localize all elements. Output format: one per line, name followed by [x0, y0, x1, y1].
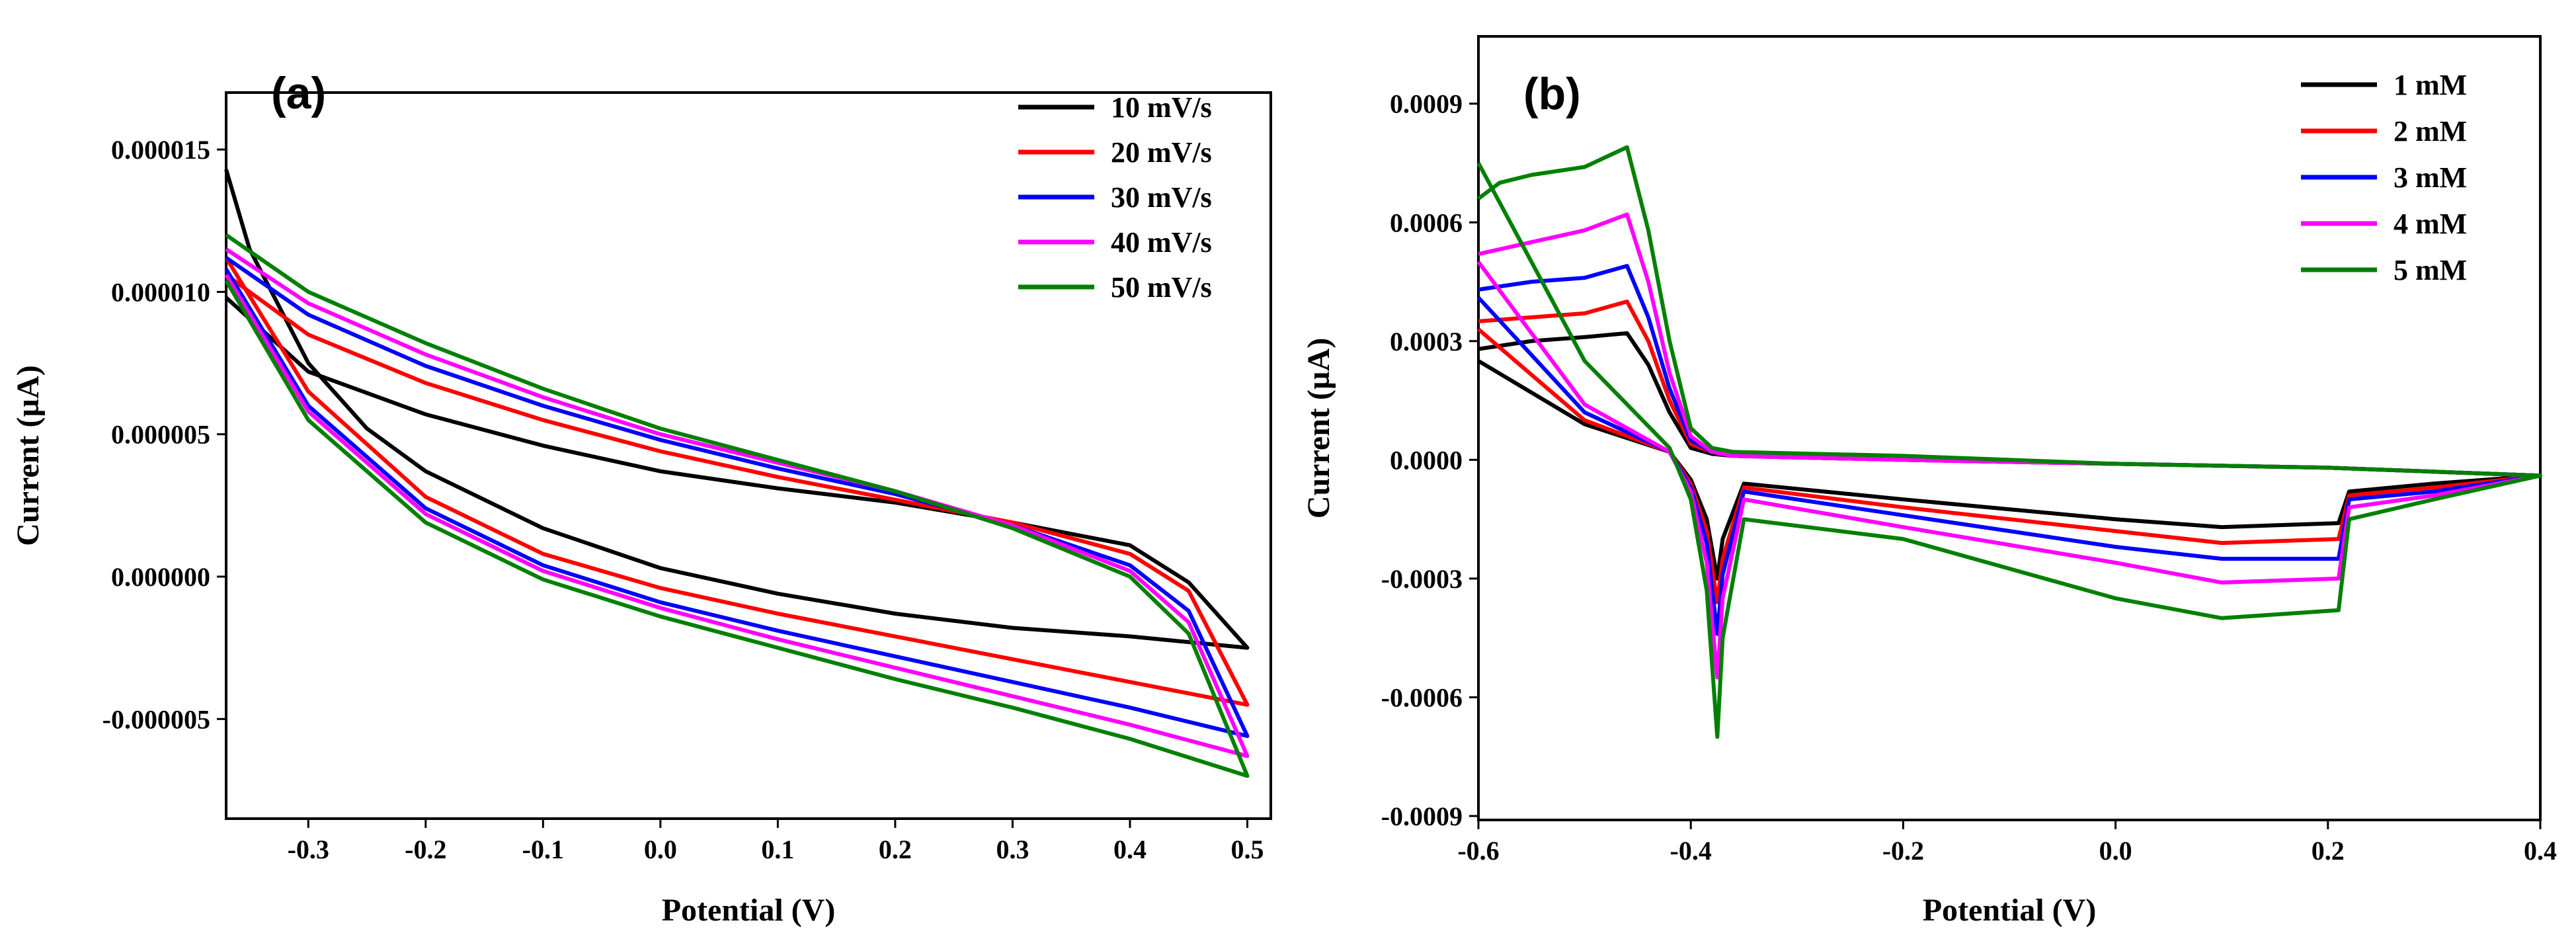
panel-label-b: (b)	[1523, 69, 1581, 119]
series-line	[1476, 212, 2542, 680]
y-tick-label: 0.0003	[1390, 327, 1463, 356]
plot-frame-a	[225, 91, 1272, 820]
x-tick-label: -0.2	[1882, 836, 1924, 866]
y-tick-label: 0.0000	[1390, 445, 1463, 475]
y-tick-label: 0.0006	[1390, 208, 1463, 237]
x-axis-label-b: Potential (V)	[1923, 893, 2097, 928]
x-tick-label: 0.4	[2524, 836, 2557, 866]
y-tick-label: 0.000005	[111, 420, 210, 450]
x-tick-label: -0.4	[1670, 836, 1712, 866]
series-line	[1477, 331, 2542, 581]
chart-panel-a: -0.3 -0.2 -0.1 0.0 0.1 0.2 0.3 0.4 0.5 0.000015 0.…	[11, 68, 1272, 928]
x-tick-label: -0.2	[405, 835, 446, 864]
legend-entry-label: 10 mV/s	[1111, 91, 1212, 124]
x-tick-label: 0.3	[996, 835, 1029, 864]
legend-entry-label: 3 mM	[2394, 161, 2467, 194]
legend-entry-label: 5 mM	[2394, 254, 2467, 286]
x-tick-label: -0.6	[1457, 836, 1499, 866]
series-line	[224, 233, 1250, 778]
legend-entry-label: 4 mM	[2394, 208, 2467, 240]
series-line	[224, 169, 1250, 650]
y-tick-label: 0.0009	[1390, 89, 1463, 119]
axis-ticks-a: -0.3 -0.2 -0.1 0.0 0.1 0.2 0.3 0.4 0.5 0.000015 0.…	[102, 135, 1264, 864]
panel-label-a: (a)	[271, 68, 326, 118]
series-line	[224, 247, 1250, 758]
legend-entry-label: 40 mV/s	[1111, 226, 1212, 259]
x-tick-label: 0.0	[2099, 836, 2132, 866]
series-group-b	[1476, 145, 2542, 739]
x-tick-label: -0.1	[522, 835, 564, 864]
x-tick-label: 0.0	[644, 835, 677, 864]
y-axis-label-a: Current (µA)	[11, 365, 46, 546]
legend-entry-label: 30 mV/s	[1111, 181, 1212, 214]
legend-entry-label: 1 mM	[2394, 69, 2467, 101]
y-axis-label-b: Current (µA)	[1301, 338, 1336, 518]
legend-b: 1 mM 2 mM 3 mM 4 mM 5 mM	[2301, 69, 2467, 286]
chart-panel-b: -0.6 -0.4 -0.2 0.0 0.2 0.4 0.0009 0.0006 0.0003 0…	[1301, 35, 2557, 928]
y-tick-label: -0.000005	[102, 704, 210, 734]
axis-ticks-b: -0.6 -0.4 -0.2 0.0 0.2 0.4 0.0009 0.0006 0.0003 0…	[1381, 89, 2557, 866]
y-tick-label: -0.0003	[1381, 564, 1463, 594]
x-tick-label: -0.3	[288, 835, 329, 864]
series-line	[1476, 145, 2542, 739]
y-tick-label: -0.0009	[1381, 801, 1463, 831]
y-tick-label: 0.000015	[111, 135, 210, 165]
x-tick-label: 0.5	[1230, 835, 1264, 864]
series-line	[224, 256, 1250, 739]
y-tick-label: 0.000000	[111, 562, 210, 592]
x-axis-label-a: Potential (V)	[662, 893, 836, 928]
x-tick-label: 0.2	[879, 835, 912, 864]
y-tick-label: -0.0006	[1381, 682, 1463, 712]
legend-a: 10 mV/s 20 mV/s 30 mV/s 40 mV/s 50 mV/s	[1018, 91, 1212, 304]
series-line	[224, 257, 1250, 707]
x-tick-label: 0.1	[761, 835, 794, 864]
y-tick-label: 0.000010	[111, 277, 210, 307]
x-tick-label: 0.4	[1113, 835, 1147, 864]
x-tick-label: 0.2	[2312, 836, 2345, 866]
legend-entry-label: 50 mV/s	[1111, 271, 1212, 304]
legend-entry-label: 2 mM	[2394, 115, 2467, 147]
series-group-a	[224, 169, 1250, 778]
plot-frame-b	[1477, 35, 2542, 821]
legend-entry-label: 20 mV/s	[1111, 136, 1212, 169]
